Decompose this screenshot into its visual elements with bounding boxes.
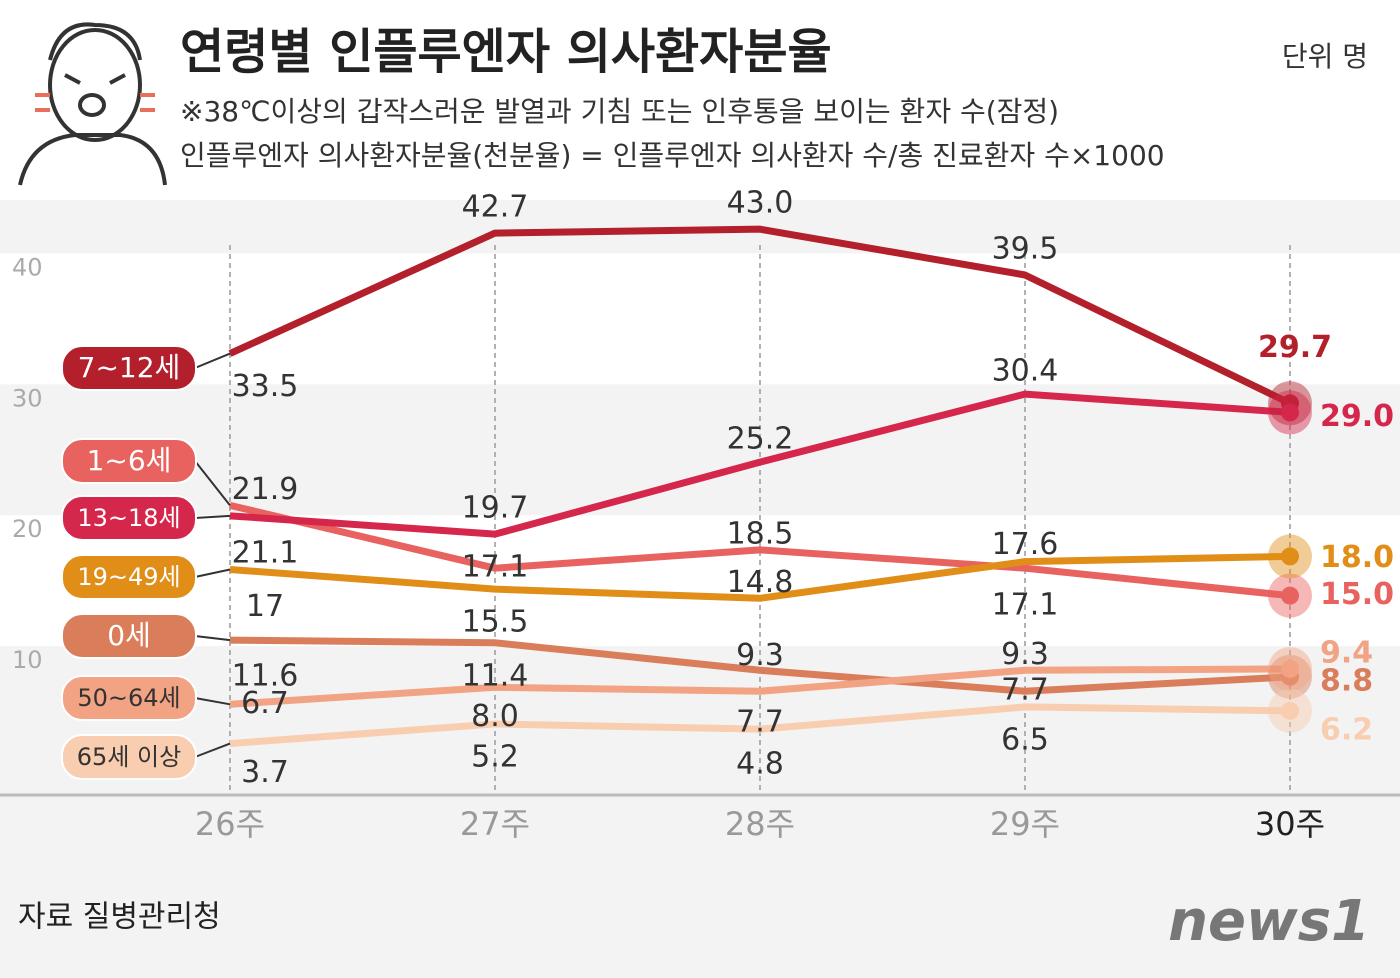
legend-pill <box>61 554 197 600</box>
legend-pill <box>61 345 197 391</box>
series-line <box>229 501 1291 600</box>
data-label: 17.6 <box>992 527 1059 562</box>
data-label: 9.3 <box>736 638 784 673</box>
unit: 단위 명 <box>1282 40 1368 73</box>
data-label: 21.9 <box>232 472 299 507</box>
data-label: 14.8 <box>727 565 794 600</box>
data-label: 18.5 <box>727 516 794 551</box>
icon <box>18 22 167 186</box>
data-label: 6.2 <box>1320 712 1373 747</box>
data-label: 39.5 <box>992 231 1059 266</box>
connector <box>194 742 231 758</box>
data-label: 11.4 <box>462 658 529 693</box>
connector <box>194 460 231 506</box>
y-tick-label: 30 <box>12 384 43 412</box>
series-line <box>228 225 1292 407</box>
data-label: 6.5 <box>1001 722 1049 757</box>
data-label: 4.8 <box>736 747 784 782</box>
connector <box>194 352 231 369</box>
data-label: 7.7 <box>1001 673 1049 708</box>
data-label: 5.2 <box>471 739 519 774</box>
y-tick-label: 10 <box>12 646 43 674</box>
data-label: 19.7 <box>462 491 529 526</box>
data-label: 33.5 <box>232 369 299 404</box>
header-bg <box>0 0 1400 200</box>
end-point <box>1281 586 1299 605</box>
data-label: 9.3 <box>1001 637 1049 672</box>
legend-label: 0세 <box>107 619 151 652</box>
data-label: 6.7 <box>241 686 289 721</box>
data-label: 17 <box>246 589 284 624</box>
data-label: 30.4 <box>992 354 1059 389</box>
legend-pill <box>61 438 197 484</box>
y-tick-label: 40 <box>12 253 43 281</box>
subtitle: ※38℃이상의 갑작스러운 발열과 기침 또는 인후통을 보이는 환자 수(잠정… <box>180 95 1059 128</box>
data-label: 17.1 <box>992 588 1059 623</box>
legend-pill <box>61 613 197 659</box>
data-label: 42.7 <box>462 190 529 225</box>
band <box>0 253 1400 385</box>
data-label: 3.7 <box>241 755 289 790</box>
data-label: 15.5 <box>462 605 529 640</box>
series-line <box>229 703 1291 748</box>
legend-label: 65세 이상 <box>77 743 181 771</box>
data-label: 8.8 <box>1320 663 1373 698</box>
connector <box>194 635 231 642</box>
data-label: 18.0 <box>1320 540 1394 575</box>
data-label: 21.1 <box>232 535 299 570</box>
data-label: 7.7 <box>736 705 784 740</box>
data-label: 29.7 <box>1258 330 1332 365</box>
series-line <box>229 552 1291 602</box>
connector <box>194 697 231 706</box>
data-label: 29.0 <box>1320 399 1394 434</box>
legend-pill <box>61 734 197 780</box>
connector <box>194 514 231 519</box>
end-point <box>1281 547 1299 566</box>
subtitle: 인플루엔자 의사환자분율(천분율) = 인플루엔자 의사환자 수/총 진료환자 … <box>180 139 1165 172</box>
data-label: 9.4 <box>1320 635 1373 670</box>
x-tick-label: 26주 <box>195 805 265 843</box>
series-line <box>229 636 1291 695</box>
end-point <box>1281 701 1299 720</box>
series-line <box>229 665 1291 708</box>
x-tick-label: 30주 <box>1255 805 1325 843</box>
data-label: 25.2 <box>727 422 794 457</box>
data-label: 15.0 <box>1320 577 1394 612</box>
legend-label: 50~64세 <box>77 684 180 712</box>
logo: news1 <box>1168 889 1370 954</box>
y-tick-label: 20 <box>12 515 43 543</box>
series-line <box>229 390 1291 538</box>
connector <box>194 568 231 578</box>
x-tick-label: 28주 <box>725 805 795 843</box>
data-label: 11.6 <box>232 659 299 694</box>
data-label: 43.0 <box>727 186 794 221</box>
band <box>0 515 1400 647</box>
legend-label: 19~49세 <box>77 563 180 591</box>
x-tick-label: 29주 <box>990 805 1060 843</box>
end-point <box>1281 403 1299 422</box>
legend-pill <box>61 675 197 721</box>
x-tick-label: 27주 <box>460 805 530 843</box>
source: 자료 질병관리청 <box>18 900 221 935</box>
data-label: 17.1 <box>462 550 529 585</box>
legend-label: 7~12세 <box>78 351 181 384</box>
data-label: 8.0 <box>471 699 519 734</box>
legend-label: 1~6세 <box>87 444 172 477</box>
chart-title: 연령별 인플루엔자 의사환자분율 <box>180 24 832 80</box>
legend-label: 13~18세 <box>77 504 180 532</box>
end-point <box>1281 659 1299 678</box>
legend-pill <box>61 495 197 541</box>
